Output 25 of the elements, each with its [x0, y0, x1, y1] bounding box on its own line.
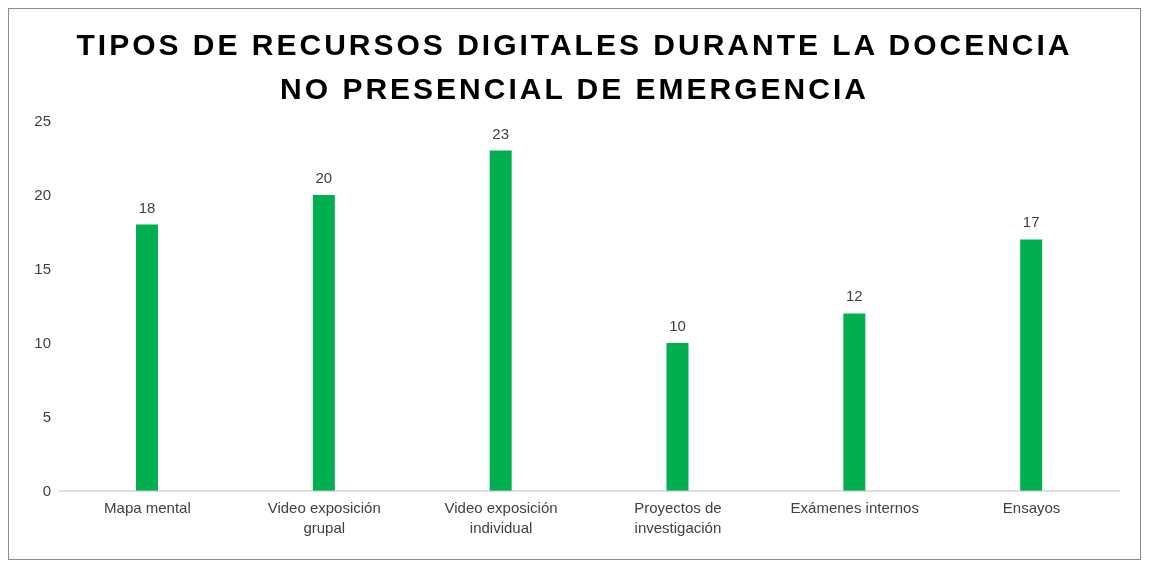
- data-label: 23: [492, 124, 510, 142]
- data-label: 18: [138, 198, 156, 216]
- y-tick-label: 25: [34, 112, 51, 130]
- data-label: 20: [315, 169, 333, 186]
- bar: [136, 224, 158, 491]
- x-tick-label: Proyectos de investigación: [634, 499, 722, 536]
- bar: [843, 313, 866, 491]
- x-tick-label: Ensayos: [1002, 499, 1061, 516]
- x-tick-label: Video exposición individual: [444, 499, 558, 536]
- y-tick-label: 10: [34, 334, 51, 352]
- data-label: 17: [1022, 213, 1040, 231]
- y-tick-label: 20: [34, 186, 51, 204]
- bar: [666, 343, 689, 491]
- y-tick-label: 15: [34, 260, 51, 278]
- x-tick-label: Mapa mental: [104, 499, 191, 516]
- data-label: 12: [845, 287, 863, 305]
- x-tick-label: Video exposición grupal: [267, 499, 381, 536]
- data-label: 10: [669, 317, 686, 334]
- x-tick-label: Exámenes internos: [790, 499, 919, 516]
- y-tick-label: 5: [42, 408, 51, 426]
- y-tick-label: 0: [42, 482, 51, 500]
- bar: [489, 150, 512, 491]
- bar: [312, 195, 335, 491]
- chart-title: TIPOS DE RECURSOS DIGITALES DURANTE LA DOCENCIA NO PRESENCIAL DE EMERGENCIA: [75, 27, 1074, 107]
- bar: [1020, 239, 1043, 491]
